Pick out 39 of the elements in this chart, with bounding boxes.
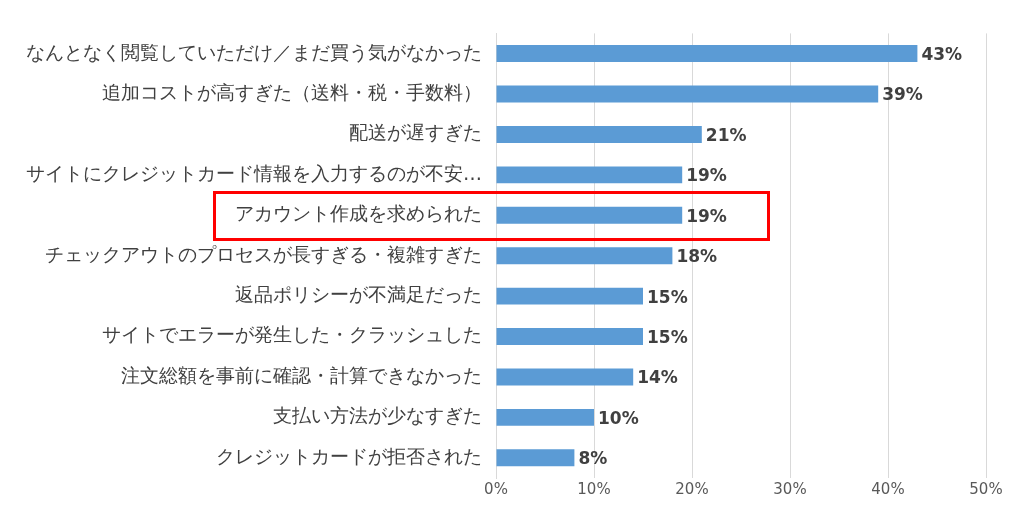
bar xyxy=(496,449,575,467)
bar xyxy=(496,166,683,184)
data-label: 43% xyxy=(921,44,963,65)
data-label: 19% xyxy=(686,165,727,186)
bar xyxy=(496,247,673,265)
y-tick-label: 返品ポリシーが不満足だった xyxy=(235,283,482,306)
bar xyxy=(496,368,634,386)
x-tick-label: 40% xyxy=(871,479,905,498)
data-label: 18% xyxy=(676,246,718,267)
bar xyxy=(496,125,702,143)
x-tick-label: 0% xyxy=(484,479,508,498)
data-label: 14% xyxy=(637,367,678,388)
data-label: 8% xyxy=(578,448,608,469)
y-tick-label: なんとなく閲覧していただけ／まだ買う気がなかった xyxy=(26,40,482,63)
y-tick-label: 注文総額を事前に確認・計算できなかった xyxy=(121,363,482,386)
x-tick-label: 20% xyxy=(675,479,709,498)
x-tick-label: 30% xyxy=(773,479,807,498)
y-tick-label: チェックアウトのプロセスが長すぎる・複雑すぎた xyxy=(45,242,482,265)
data-label: 21% xyxy=(705,124,747,145)
bar xyxy=(496,408,594,426)
y-tick-label: サイトにクレジットカード情報を入力するのが不安… xyxy=(26,161,482,184)
y-tick-label: アカウント作成を求められた xyxy=(235,202,482,225)
bar xyxy=(496,45,918,63)
y-tick-label: クレジットカードが拒否された xyxy=(216,444,482,467)
data-label: 15% xyxy=(647,326,688,347)
data-label: 19% xyxy=(686,205,727,226)
x-tick-label: 50% xyxy=(969,479,1003,498)
bar xyxy=(496,287,643,305)
x-tick-label: 10% xyxy=(577,479,611,498)
y-tick-label: サイトでエラーが発生した・クラッシュした xyxy=(102,323,482,346)
y-tick-label: 支払い方法が少なすぎた xyxy=(273,404,482,427)
data-label: 10% xyxy=(598,407,639,428)
bar xyxy=(496,85,879,103)
data-label: 15% xyxy=(647,286,688,307)
data-label: 39% xyxy=(882,84,923,105)
bar xyxy=(496,206,683,224)
y-tick-label: 配送が遅すぎた xyxy=(349,121,482,144)
bar xyxy=(496,328,643,346)
y-tick-label: 追加コストが高すぎた（送料・税・手数料） xyxy=(102,80,482,103)
